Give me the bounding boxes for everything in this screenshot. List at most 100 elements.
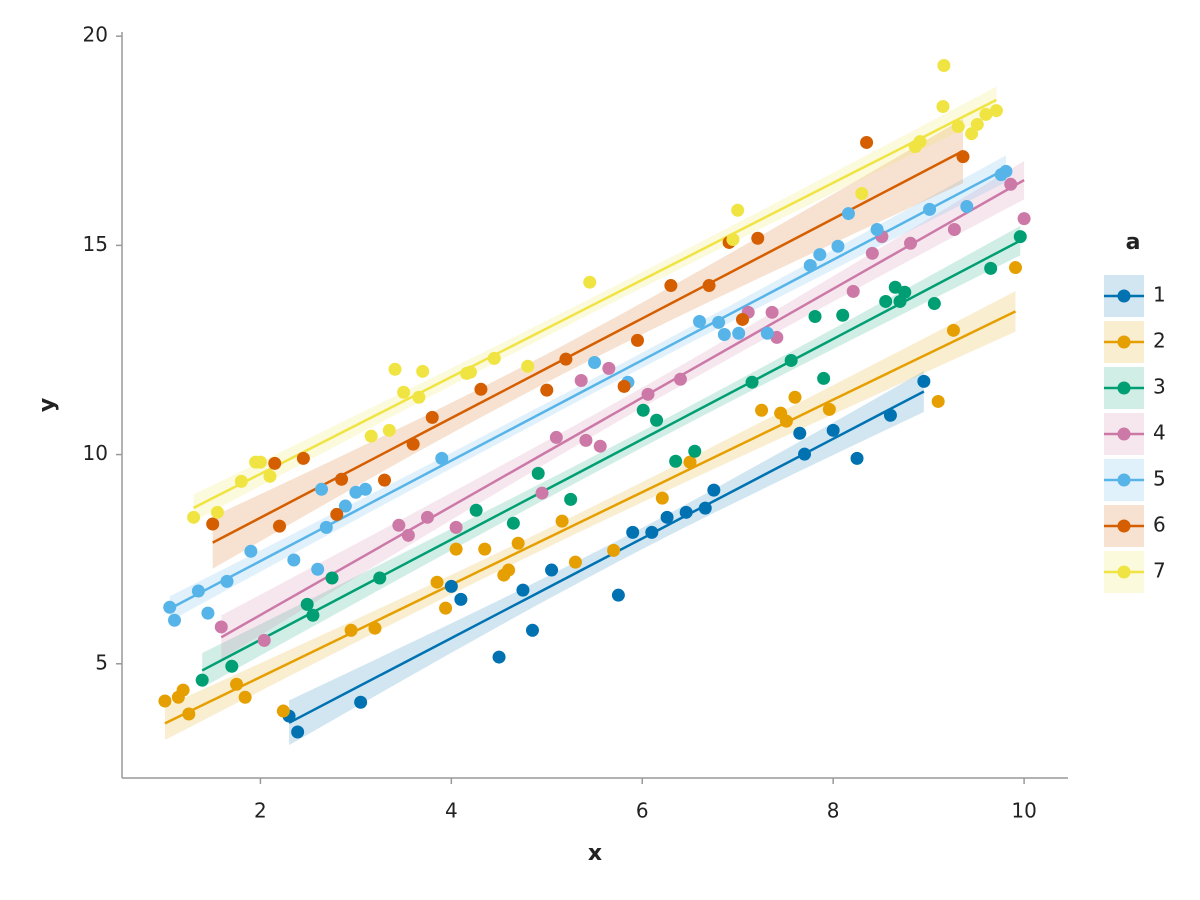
- point: [735, 312, 749, 326]
- point: [731, 203, 745, 217]
- point: [368, 621, 382, 635]
- point: [602, 361, 616, 375]
- point: [793, 426, 807, 440]
- point: [693, 315, 707, 329]
- point: [1013, 230, 1027, 244]
- point: [568, 555, 582, 569]
- point: [263, 469, 277, 483]
- legend-swatch-dot: [1117, 335, 1131, 349]
- point: [826, 423, 840, 437]
- point: [655, 491, 669, 505]
- point: [989, 104, 1003, 118]
- point: [474, 382, 488, 396]
- x-tick-label: 8: [827, 799, 840, 823]
- point: [817, 371, 831, 385]
- point: [210, 505, 224, 519]
- point: [521, 359, 535, 373]
- point: [206, 517, 220, 531]
- point: [234, 474, 248, 488]
- point: [850, 451, 864, 465]
- point: [425, 410, 439, 424]
- point: [516, 583, 530, 597]
- point: [808, 310, 822, 324]
- point: [195, 673, 209, 687]
- point: [564, 492, 578, 506]
- point: [947, 222, 961, 236]
- point: [176, 683, 190, 697]
- point: [545, 563, 559, 577]
- point: [454, 592, 468, 606]
- point: [325, 571, 339, 585]
- point: [478, 542, 492, 556]
- point: [788, 390, 802, 404]
- points: [158, 58, 1031, 739]
- point: [187, 510, 201, 524]
- point: [927, 297, 941, 311]
- point: [449, 520, 463, 534]
- point: [406, 437, 420, 451]
- point: [732, 326, 746, 340]
- point: [1004, 177, 1018, 191]
- point: [300, 597, 314, 611]
- point: [555, 514, 569, 528]
- point: [296, 451, 310, 465]
- legend-swatch-dot: [1117, 289, 1131, 303]
- point: [220, 574, 234, 588]
- point: [937, 58, 951, 72]
- point: [502, 563, 516, 577]
- point: [698, 501, 712, 515]
- point: [846, 284, 860, 298]
- point: [688, 444, 702, 458]
- point: [984, 261, 998, 275]
- point: [831, 239, 845, 253]
- point: [660, 510, 674, 524]
- confidence-band: [212, 118, 963, 569]
- legend-swatch-dot: [1117, 565, 1131, 579]
- point: [755, 403, 769, 417]
- point: [449, 542, 463, 556]
- point: [225, 659, 239, 673]
- point: [559, 352, 573, 366]
- point: [287, 553, 301, 567]
- legend-swatch-dot: [1117, 381, 1131, 395]
- point: [335, 472, 349, 486]
- point: [664, 279, 678, 293]
- point: [306, 608, 320, 622]
- point: [745, 375, 759, 389]
- point: [1017, 212, 1031, 226]
- x-tick-label: 4: [445, 799, 458, 823]
- point: [970, 117, 984, 131]
- point: [338, 499, 352, 513]
- point: [579, 433, 593, 447]
- y-tick-label: 15: [83, 232, 108, 256]
- y-tick-label: 5: [95, 650, 108, 674]
- fit-line: [169, 167, 1007, 610]
- point: [707, 483, 721, 497]
- point: [645, 525, 659, 539]
- point: [760, 326, 774, 340]
- point: [358, 482, 372, 496]
- point: [751, 231, 765, 245]
- point: [607, 543, 621, 557]
- point: [511, 536, 525, 550]
- point: [444, 579, 458, 593]
- legend-label: 6: [1153, 513, 1166, 537]
- point: [923, 202, 937, 216]
- point: [855, 187, 869, 201]
- point: [883, 408, 897, 422]
- point: [315, 482, 329, 496]
- point: [931, 394, 945, 408]
- point: [344, 623, 358, 637]
- point: [956, 150, 970, 164]
- point: [630, 333, 644, 347]
- point: [779, 414, 793, 428]
- point: [617, 379, 631, 393]
- point: [354, 695, 368, 709]
- point: [946, 323, 960, 337]
- point: [268, 456, 282, 470]
- point: [397, 385, 411, 399]
- point: [888, 280, 902, 294]
- point: [960, 199, 974, 213]
- point: [191, 584, 205, 598]
- legend-label: 1: [1153, 283, 1166, 307]
